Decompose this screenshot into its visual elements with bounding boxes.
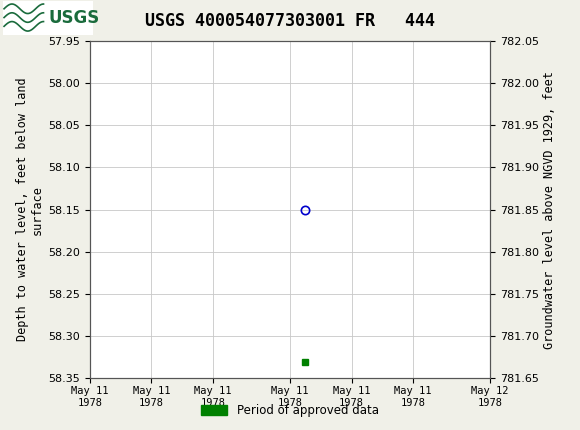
- Legend: Period of approved data: Period of approved data: [197, 399, 383, 422]
- Text: USGS: USGS: [48, 9, 99, 27]
- FancyBboxPatch shape: [3, 1, 93, 35]
- Y-axis label: Groundwater level above NGVD 1929, feet: Groundwater level above NGVD 1929, feet: [543, 71, 556, 349]
- Y-axis label: Depth to water level, feet below land
surface: Depth to water level, feet below land su…: [16, 78, 44, 341]
- Text: USGS 400054077303001 FR   444: USGS 400054077303001 FR 444: [145, 12, 435, 30]
